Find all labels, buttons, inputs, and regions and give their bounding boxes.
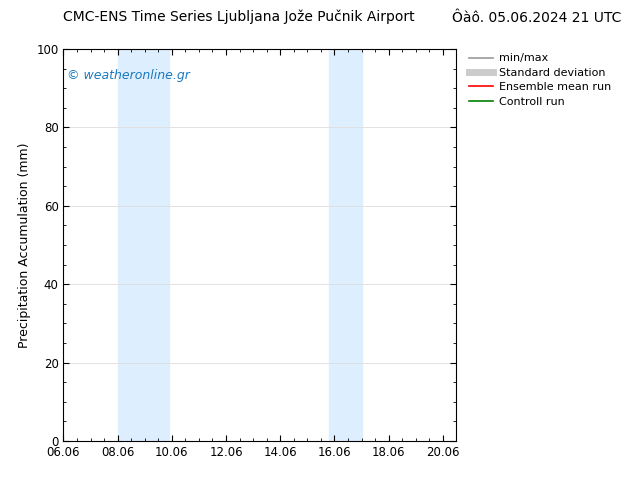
Text: Ôàô. 05.06.2024 21 UTC: Ôàô. 05.06.2024 21 UTC [452,10,621,24]
Text: © weatheronline.gr: © weatheronline.gr [67,69,190,82]
Y-axis label: Precipitation Accumulation (mm): Precipitation Accumulation (mm) [18,142,30,348]
Bar [329,49,361,441]
Text: CMC-ENS Time Series Ljubljana Jože Pučnik Airport: CMC-ENS Time Series Ljubljana Jože Pučni… [63,10,415,24]
Bar [118,49,169,441]
Legend: min/max, Standard deviation, Ensemble mean run, Controll run: min/max, Standard deviation, Ensemble me… [464,49,616,111]
